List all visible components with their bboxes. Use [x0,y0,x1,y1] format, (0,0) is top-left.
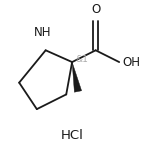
Text: NH: NH [34,26,51,39]
Text: OH: OH [122,56,140,69]
Text: &1: &1 [75,55,88,64]
Text: O: O [91,3,100,16]
Text: HCl: HCl [61,129,84,142]
Polygon shape [72,62,82,92]
